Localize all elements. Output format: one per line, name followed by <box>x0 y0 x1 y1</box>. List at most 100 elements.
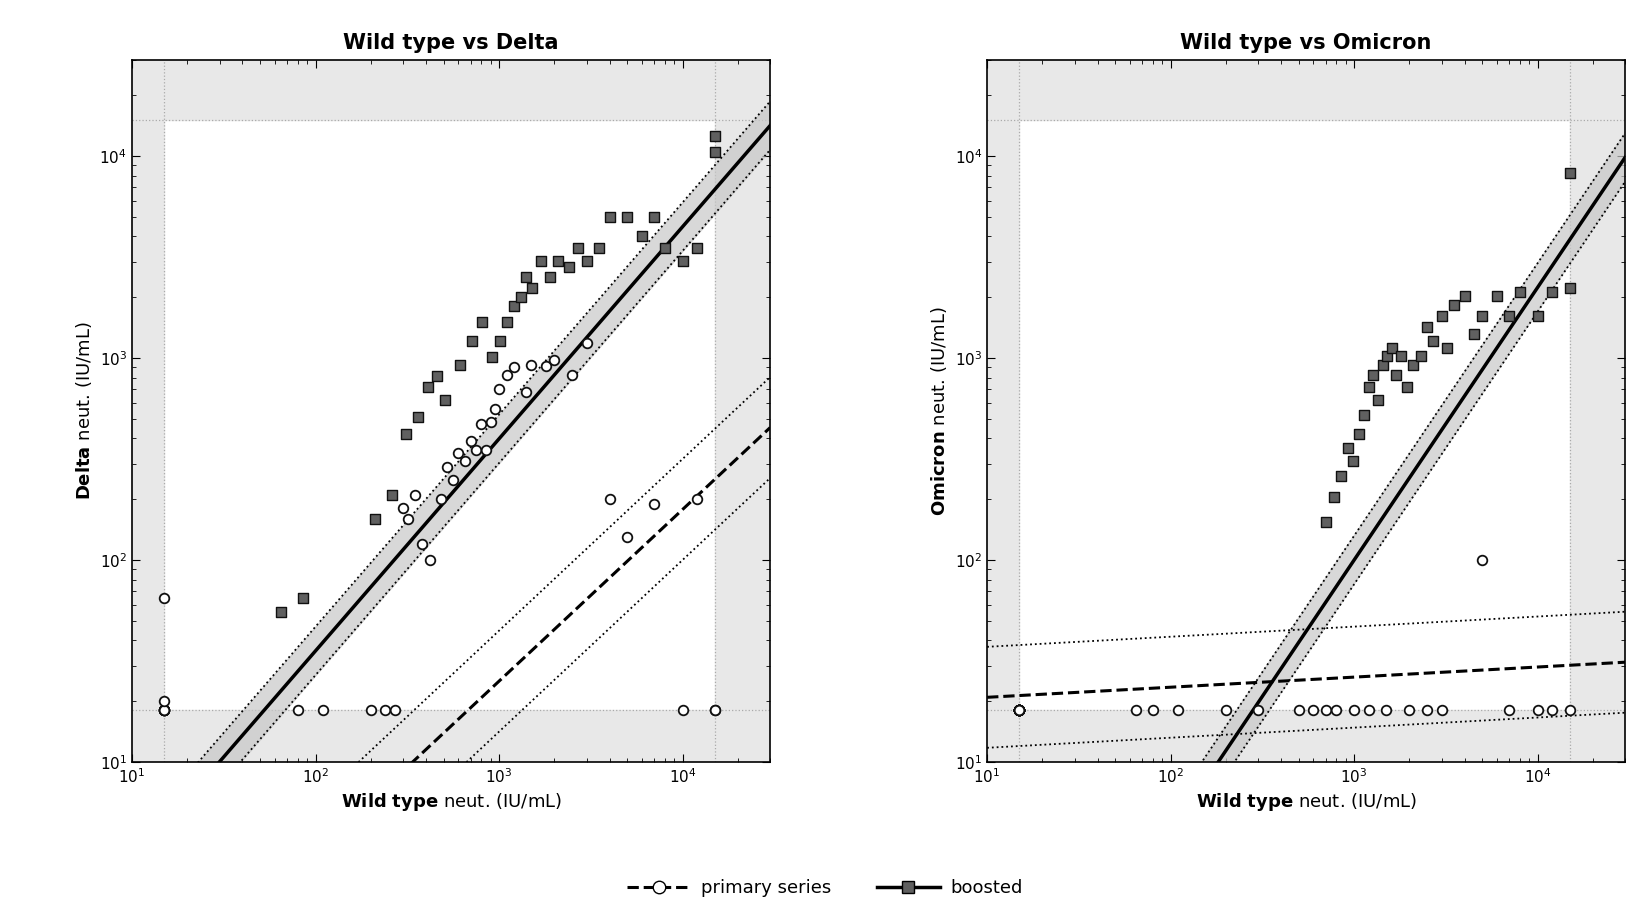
Point <box>1213 703 1239 718</box>
Point <box>1335 441 1361 455</box>
Point <box>1246 703 1272 718</box>
Point <box>373 703 399 718</box>
Point <box>487 334 513 349</box>
Point <box>447 358 474 373</box>
Point <box>683 492 709 507</box>
Point <box>533 359 559 374</box>
Point <box>403 487 429 502</box>
Point <box>1140 703 1167 718</box>
Point <box>1539 703 1566 718</box>
Point <box>152 703 178 718</box>
Point <box>507 289 533 304</box>
Point <box>640 209 667 224</box>
Point <box>1356 379 1383 394</box>
Point <box>1341 703 1368 718</box>
Point <box>152 590 178 605</box>
Point <box>614 530 640 544</box>
Point <box>1285 703 1312 718</box>
Point <box>389 501 416 516</box>
Point <box>427 492 454 507</box>
Point <box>683 241 709 255</box>
Point <box>1373 703 1399 718</box>
Point <box>1525 703 1551 718</box>
Point <box>1468 553 1495 567</box>
Point <box>513 385 540 399</box>
Point <box>1340 453 1366 468</box>
Point <box>536 270 563 285</box>
Point <box>701 144 728 159</box>
Point <box>701 703 728 718</box>
Point <box>474 442 500 457</box>
Point <box>1558 166 1584 181</box>
Point <box>434 459 460 474</box>
Point <box>1468 308 1495 323</box>
Point <box>1323 703 1350 718</box>
Point <box>1006 703 1033 718</box>
Point <box>1006 703 1033 718</box>
Point <box>457 433 483 448</box>
Point <box>452 453 478 468</box>
Point <box>493 368 520 383</box>
Point <box>518 281 544 296</box>
Point <box>394 511 421 526</box>
Point <box>1407 349 1434 364</box>
Point <box>409 537 436 552</box>
Point <box>1006 703 1033 718</box>
Point <box>1414 703 1440 718</box>
Point <box>586 241 612 255</box>
Point <box>414 379 441 394</box>
Point <box>378 487 404 502</box>
Point <box>1006 703 1033 718</box>
Point <box>1396 703 1422 718</box>
Point <box>1497 308 1523 323</box>
Bar <box>132 711 771 762</box>
Bar <box>714 60 771 762</box>
Point <box>564 241 591 255</box>
Point <box>1006 703 1033 718</box>
Point <box>152 703 178 718</box>
Point <box>1506 285 1533 299</box>
Point <box>1383 368 1409 383</box>
Title: Wild type vs Delta: Wild type vs Delta <box>343 32 559 52</box>
Point <box>493 315 520 330</box>
Point <box>1452 289 1478 304</box>
Point <box>1006 703 1033 718</box>
Point <box>1006 703 1033 718</box>
Point <box>1525 308 1551 323</box>
Point <box>1312 514 1338 529</box>
Point <box>1365 393 1391 408</box>
Point <box>1378 341 1404 355</box>
Point <box>482 401 508 416</box>
Point <box>485 382 512 397</box>
Point <box>478 350 505 364</box>
Point <box>1006 703 1033 718</box>
Point <box>670 703 696 718</box>
Y-axis label: $\mathbf{Omicron}$ neut. (IU/mL): $\mathbf{Omicron}$ neut. (IU/mL) <box>929 306 949 516</box>
Point <box>1460 326 1487 341</box>
Point <box>284 703 310 718</box>
Point <box>361 511 388 526</box>
Point <box>574 254 601 269</box>
Point <box>1483 289 1510 304</box>
Point <box>1346 427 1373 442</box>
Point <box>670 254 696 269</box>
Point <box>1165 703 1191 718</box>
Point <box>1388 349 1414 364</box>
Bar <box>987 60 1625 120</box>
Point <box>477 415 503 430</box>
Point <box>1360 368 1386 383</box>
Point <box>1312 703 1338 718</box>
Point <box>1006 703 1033 718</box>
Legend: primary series, boosted: primary series, boosted <box>620 872 1030 904</box>
Point <box>518 358 544 373</box>
Point <box>469 315 495 330</box>
Point <box>652 241 678 255</box>
Point <box>1558 281 1584 296</box>
Point <box>1328 469 1355 484</box>
Point <box>574 336 601 351</box>
Point <box>446 445 472 460</box>
Point <box>1401 358 1427 373</box>
Point <box>1006 703 1033 718</box>
Point <box>1558 703 1584 718</box>
Point <box>1429 308 1455 323</box>
